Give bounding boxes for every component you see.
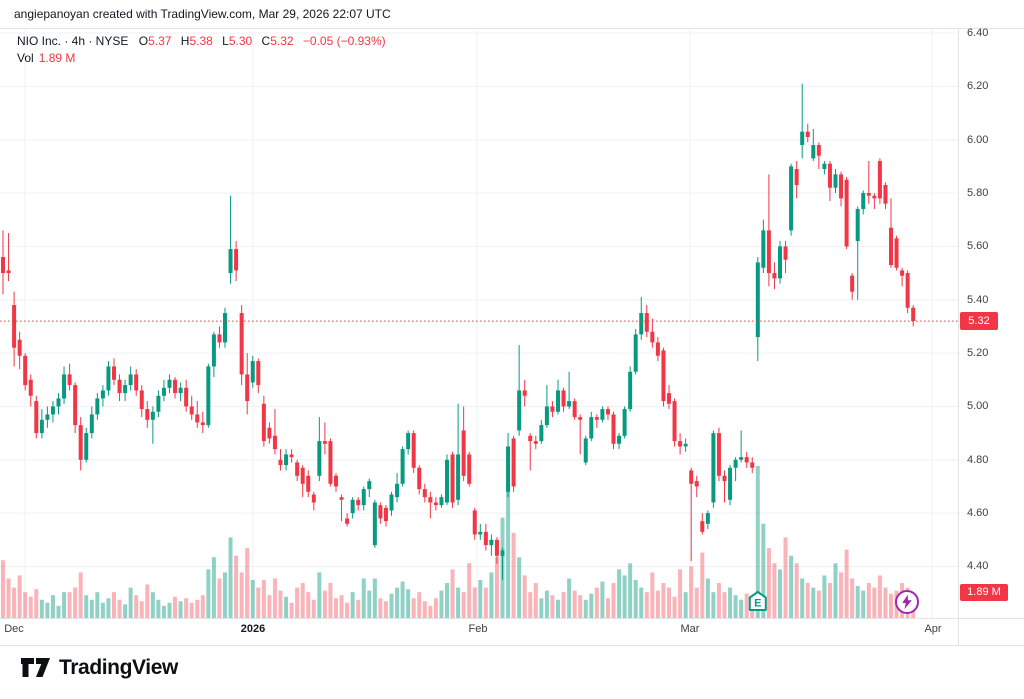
price-tick-label: 4.60 <box>967 507 989 520</box>
tradingview-logo-icon <box>21 658 50 677</box>
svg-text:E: E <box>754 598 761 610</box>
price-tick-label: 6.40 <box>967 27 989 39</box>
price-tick-label: 5.60 <box>967 240 989 253</box>
widget-bottom-border <box>0 645 1024 646</box>
price-tick-label: 4.80 <box>967 453 989 466</box>
brand-name: TradingView <box>59 655 178 679</box>
high-label: H <box>180 34 190 48</box>
open-label: O <box>138 34 149 48</box>
price-tick-label: 5.40 <box>967 293 989 306</box>
price-tick-label: 5.20 <box>967 347 989 360</box>
low-label: L <box>222 34 229 48</box>
time-tick-label: Dec <box>4 623 24 635</box>
volume-value: 1.89 M <box>38 51 76 65</box>
close-label: C <box>261 34 271 48</box>
chart-top-border <box>0 28 1024 29</box>
boost-icon[interactable] <box>894 589 920 615</box>
close-value: 5.32 <box>270 34 294 48</box>
high-value: 5.38 <box>189 34 213 48</box>
earnings-marker[interactable]: E <box>748 591 767 611</box>
price-tick-label: 6.00 <box>967 133 989 146</box>
price-tick-label: 4.40 <box>967 560 989 573</box>
price-scale[interactable]: 6.40 6.20 6.00 5.80 5.60 5.40 5.20 5.00 4.80 4.60… <box>959 27 1024 618</box>
time-tick-label: 2026 <box>240 623 266 635</box>
time-tick-label: Apr <box>924 623 942 635</box>
symbol-legend[interactable]: NIO Inc. · 4h · NYSE O5.37 H5.38 L5.30 C… <box>17 33 386 49</box>
symbol-title: NIO Inc. · 4h · NYSE <box>17 34 129 48</box>
open-value: 5.37 <box>148 34 172 48</box>
change-value: −0.05 (−0.93%) <box>302 34 386 48</box>
last-price-badge: 5.32 <box>960 312 998 331</box>
tradingview-logo[interactable]: TradingView <box>20 654 178 681</box>
time-scale[interactable]: Dec 2026 Feb Mar Apr <box>0 620 958 644</box>
volume-badge: 1.89 M <box>960 584 1008 601</box>
low-value: 5.30 <box>228 34 253 48</box>
attribution-text: angiepanoyan created with TradingView.co… <box>14 7 391 21</box>
time-axis-border <box>0 618 1024 619</box>
price-tick-label: 6.20 <box>967 80 989 93</box>
price-scale-border <box>958 28 959 646</box>
volume-label: Vol <box>17 51 34 65</box>
volume-legend[interactable]: Vol 1.89 M <box>17 50 75 66</box>
price-tick-label: 5.80 <box>967 187 989 200</box>
time-tick-label: Mar <box>680 623 700 635</box>
time-tick-label: Feb <box>468 623 488 635</box>
price-chart-canvas[interactable]: E <box>0 28 958 618</box>
price-tick-label: 5.00 <box>967 400 989 413</box>
